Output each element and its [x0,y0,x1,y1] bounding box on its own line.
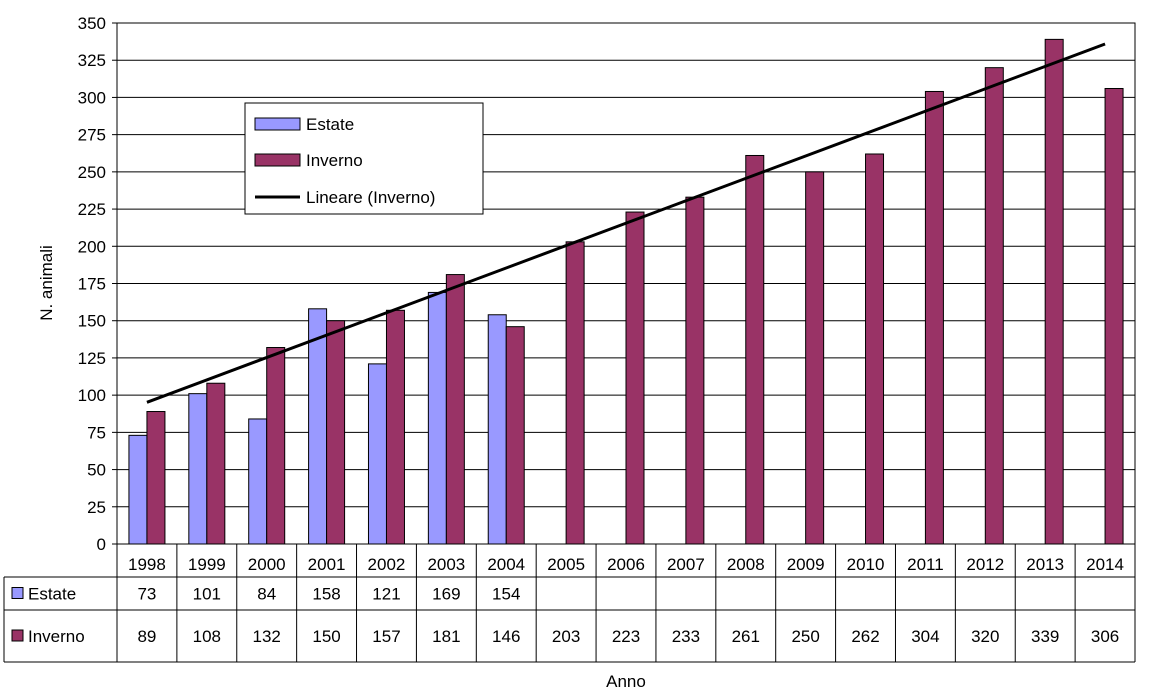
category-label: 2013 [1026,555,1064,574]
data-label: 146 [492,627,520,646]
bar-estate [129,435,147,544]
bar-inverno [686,197,704,544]
y-tick-label: 150 [78,312,106,331]
y-tick-label: 300 [78,88,106,107]
table-legend-key-estate [12,588,23,599]
table-row-label: Inverno [28,627,85,646]
legend-label: Lineare (Inverno) [306,188,435,207]
bar-estate [368,364,386,544]
data-label: 203 [552,627,580,646]
bar-inverno [626,212,644,544]
bar-inverno [386,310,404,544]
data-label: 233 [672,627,700,646]
data-label: 320 [971,627,999,646]
table-legend-key-inverno [12,630,23,641]
category-label: 2010 [847,555,885,574]
data-label: 157 [372,627,400,646]
y-tick-label: 125 [78,349,106,368]
category-label: 2004 [487,555,525,574]
category-label: 2011 [907,555,944,574]
data-table: 1998 1999 2000 2001 2002 2003 2004 2005 2006 2007… [4,544,1135,662]
y-tick-label: 75 [87,423,106,442]
data-label: 304 [911,627,939,646]
bar-inverno [746,155,764,544]
legend-key-inverno [255,154,300,166]
category-label: 2007 [667,555,705,574]
data-label: 101 [193,585,221,604]
y-tick-label: 175 [78,275,106,294]
data-label: 121 [372,585,400,604]
bar-inverno [207,383,225,544]
y-tick-label: 275 [78,126,106,145]
bar-inverno [267,348,285,544]
bar-estate [488,315,506,544]
category-label: 1998 [128,555,166,574]
legend: Estate Inverno Lineare (Inverno) [245,103,483,214]
bar-inverno [566,242,584,544]
data-label: 158 [312,585,340,604]
y-tick-label: 225 [78,200,106,219]
data-label: 339 [1031,627,1059,646]
table-row-label: Estate [28,585,76,604]
bar-inverno [1045,39,1063,544]
data-label: 262 [851,627,879,646]
y-tick-label: 100 [78,386,106,405]
bar-inverno [506,327,524,544]
bar-inverno [985,68,1003,544]
category-label: 2001 [308,555,346,574]
data-label: 150 [312,627,340,646]
data-label: 223 [612,627,640,646]
y-axis-label: N. animali [37,245,56,321]
bar-estate [249,419,267,544]
x-axis-label: Anno [606,672,646,691]
bar-estate [309,309,327,544]
y-tick-label: 200 [78,237,106,256]
bar-estate [428,292,446,544]
bar-inverno [925,91,943,544]
y-tick-label: 250 [78,163,106,182]
y-tick-label: 325 [78,51,106,70]
category-label: 2008 [727,555,765,574]
data-label: 181 [432,627,460,646]
category-label: 2014 [1086,555,1124,574]
data-label: 306 [1091,627,1119,646]
y-tick-label: 0 [97,535,106,554]
category-label: 1999 [188,555,226,574]
bar-inverno [1105,88,1123,544]
category-label: 2006 [607,555,645,574]
data-label: 250 [791,627,819,646]
category-label: 2005 [547,555,585,574]
category-label: 2002 [368,555,406,574]
legend-label: Estate [306,115,354,134]
data-label: 169 [432,585,460,604]
data-label: 73 [137,585,156,604]
data-label: 154 [492,585,520,604]
category-label: 2009 [787,555,825,574]
category-label: 2000 [248,555,286,574]
bar-inverno [147,412,165,544]
y-tick-label: 50 [87,461,106,480]
bar-inverno [446,275,464,544]
legend-key-estate [255,118,300,130]
y-tick-label: 25 [87,498,106,517]
data-label: 132 [253,627,281,646]
category-label: 2003 [427,555,465,574]
legend-label: Inverno [306,151,363,170]
data-label: 89 [137,627,156,646]
category-label: 2012 [966,555,1004,574]
bar-estate [189,394,207,544]
bar-inverno [806,172,824,544]
data-label: 261 [732,627,760,646]
y-tick-label: 350 [78,14,106,33]
y-axis-ticks: 0 25 50 75 100 125 150 175 200 225 250 275 300 325 350 [78,14,117,554]
data-label: 84 [257,585,276,604]
bar-inverno [327,321,345,544]
data-label: 108 [193,627,221,646]
bar-inverno [866,154,884,544]
